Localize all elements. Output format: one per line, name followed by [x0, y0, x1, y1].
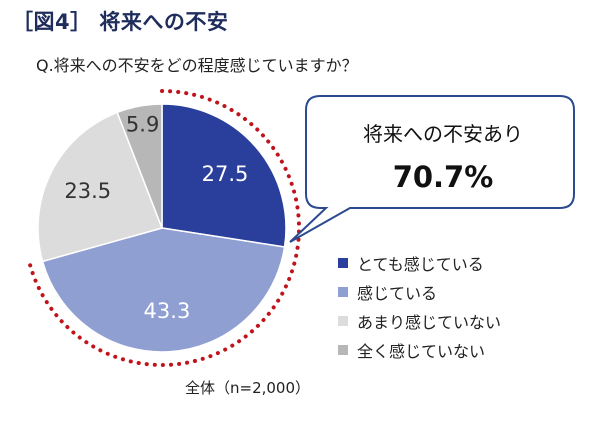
callout-bubble	[289, 95, 575, 243]
figure-title: ［図4］ 将来への不安	[12, 10, 229, 34]
sample-size-note: 全体（n=2,000）	[185, 379, 311, 397]
pie-slice-very-much	[161, 103, 287, 248]
legend-label: あまり感じていない	[357, 312, 502, 332]
pie-value-label: 43.3	[144, 299, 191, 323]
callout-value: 70.7%	[392, 160, 494, 194]
legend-swatch	[338, 286, 348, 297]
pie-value-label: 23.5	[64, 179, 111, 203]
pie-value-label: 27.5	[202, 162, 249, 186]
pie-slice-not-at-all	[116, 103, 163, 229]
legend-label: とても感じている	[357, 254, 484, 274]
legend-item-not-at-all: 全く感じていない	[338, 335, 501, 364]
legend-item-very-much: とても感じている	[338, 248, 501, 277]
legend-label: 全く感じていない	[357, 341, 486, 361]
chart-legend: とても感じている 感じている あまり感じていない 全く感じていない	[338, 248, 501, 364]
callout-label: 将来への不安あり	[363, 122, 523, 146]
survey-question: Q.将来への不安をどの程度感じていますか？	[36, 56, 358, 75]
legend-item-somewhat: 感じている	[338, 277, 501, 306]
legend-item-not-much: あまり感じていない	[338, 306, 501, 335]
pie-slice-somewhat	[41, 227, 286, 353]
pie-slices	[37, 103, 287, 353]
legend-label: 感じている	[357, 283, 438, 303]
pie-value-label: 5.9	[126, 112, 159, 136]
legend-swatch	[338, 315, 348, 326]
legend-swatch	[338, 344, 348, 355]
legend-swatch	[338, 257, 348, 268]
pie-slice-labels: 27.5 43.3 23.5 5.9	[64, 112, 248, 322]
